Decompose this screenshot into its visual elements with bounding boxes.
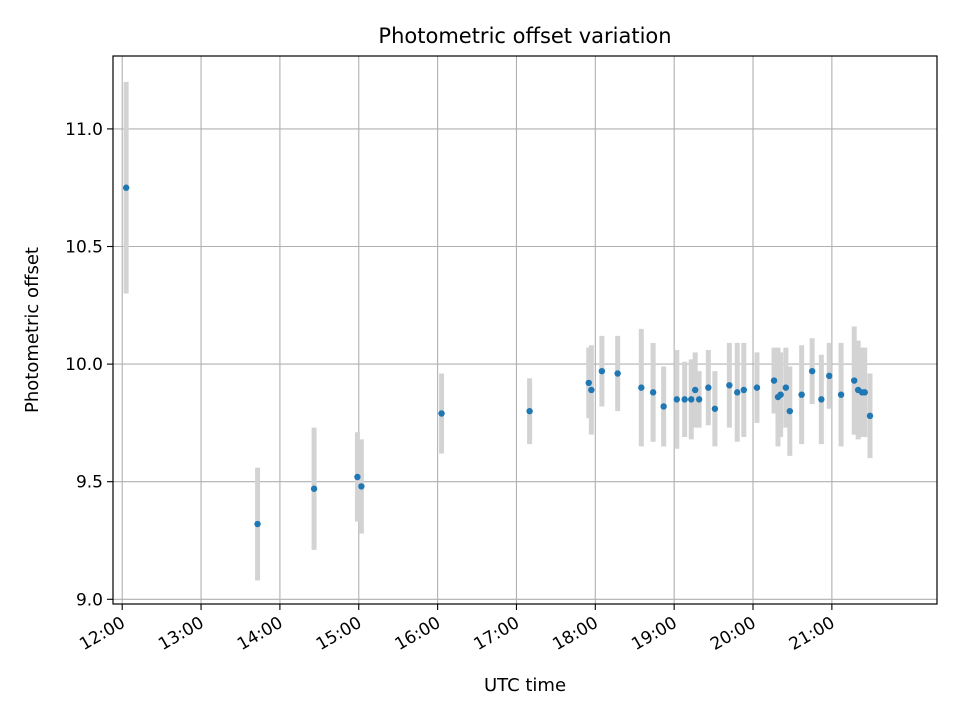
data-point — [598, 367, 606, 375]
data-point — [354, 473, 361, 481]
data-point — [851, 377, 858, 384]
data-point — [310, 485, 318, 492]
data-point — [691, 386, 699, 394]
data-point — [585, 379, 592, 387]
data-point — [660, 403, 667, 410]
y-tick-label: 9.5 — [76, 473, 103, 493]
y-tick-label: 10.5 — [65, 238, 103, 258]
data-point — [681, 396, 688, 403]
data-point — [770, 377, 778, 384]
data-point — [673, 396, 680, 403]
data-point — [254, 520, 261, 528]
data-point — [786, 407, 794, 415]
data-point — [798, 391, 805, 398]
data-point — [753, 384, 761, 391]
data-point — [638, 384, 645, 391]
data-point — [837, 391, 845, 398]
y-tick-label: 11.0 — [65, 120, 103, 140]
plot-frame — [112, 55, 938, 605]
y-tick-label: 10.0 — [65, 355, 103, 375]
x-axis-title: UTC time — [484, 675, 566, 696]
data-point — [818, 396, 825, 403]
data-point — [808, 367, 816, 375]
data-point — [705, 384, 712, 391]
data-point — [122, 184, 130, 191]
data-point — [711, 405, 719, 412]
data-point — [777, 391, 784, 398]
data-point — [588, 386, 595, 394]
data-point — [740, 386, 748, 394]
y-axis-ticks: 9.0 9.5 10.0 10.5 11.0 — [65, 120, 113, 610]
data-point — [734, 389, 741, 396]
y-tick-label: 9.0 — [76, 590, 103, 610]
chart-title: Photometric offset variation — [378, 24, 671, 48]
data-point — [688, 396, 695, 403]
data-point — [826, 372, 833, 380]
data-point — [649, 389, 657, 396]
data-points — [122, 184, 874, 528]
y-axis-title: Photometric offset — [22, 247, 43, 413]
data-point — [726, 382, 733, 389]
data-point — [866, 412, 874, 420]
data-point — [695, 396, 703, 403]
data-point — [438, 410, 445, 417]
data-point — [861, 389, 868, 396]
data-point — [614, 370, 621, 377]
data-point — [526, 407, 533, 415]
data-point — [782, 384, 790, 391]
data-point — [358, 483, 365, 490]
